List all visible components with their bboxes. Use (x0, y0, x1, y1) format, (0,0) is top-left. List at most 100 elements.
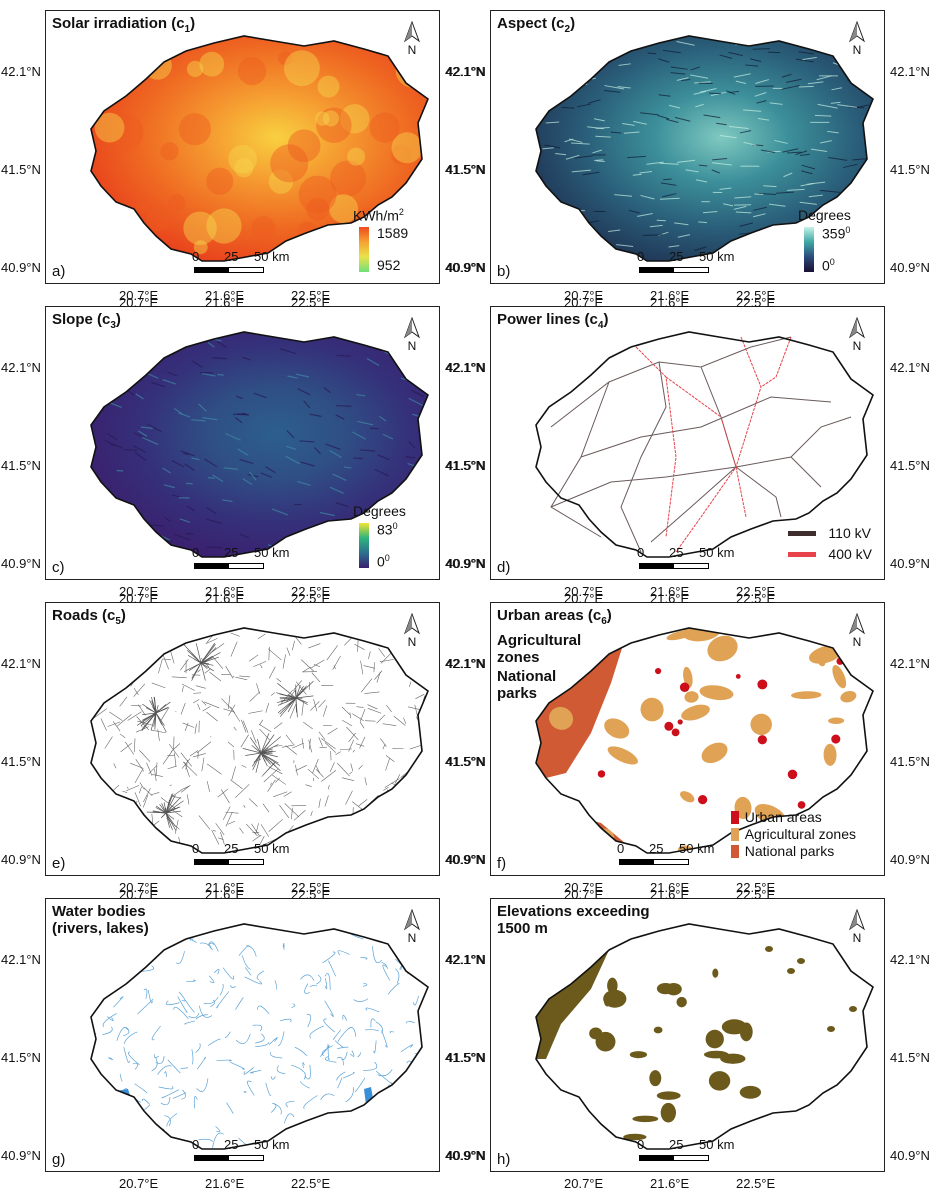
map-canvas-f (535, 627, 874, 854)
panel-title: Solar irradiation (c1) (52, 15, 196, 35)
lat-label: 42.1°N (1, 360, 41, 375)
scale-bar: 0 25 50 km (629, 1137, 789, 1167)
country-outline (535, 331, 874, 558)
panel-letter: a) (52, 263, 66, 280)
lat-label: 41.5°N (445, 162, 485, 177)
map-canvas-d (535, 331, 874, 558)
lon-label: 21.6°E (650, 887, 690, 902)
lon-label: 22.5°E (291, 591, 331, 606)
map-panel-h: Elevations exceeding 1500 m h) N 0 25 50 km (490, 898, 885, 1172)
scale-bar: 0 25 50 km (629, 249, 789, 279)
lat-label: 42.1°N (446, 952, 486, 967)
lat-label: 42.1°N (446, 360, 486, 375)
lat-label: 40.9°N (1, 1148, 41, 1163)
lat-label: 41.5°N (446, 458, 486, 473)
lat-label: 41.5°N (890, 754, 930, 769)
panel-title: Roads (c5) (52, 607, 126, 627)
lat-label: 40.9°N (445, 556, 485, 571)
lon-label: 21.6°E (205, 591, 245, 606)
lat-label: 40.9°N (446, 556, 486, 571)
lat-label: 42.1°N (1, 656, 41, 671)
lon-label: 20.7°E (564, 1176, 604, 1191)
scale-bar: 0 25 50 km (184, 545, 344, 575)
north-arrow-icon: N (401, 316, 423, 355)
lon-label: 20.7°E (564, 887, 604, 902)
lon-label: 20.7°E (564, 295, 604, 310)
lat-label: 40.9°N (890, 556, 930, 571)
lon-label: 22.5°E (736, 880, 776, 895)
panel-title: Elevations exceeding 1500 m (497, 903, 650, 937)
map-panel-g: Water bodies (rivers, lakes) g) N 0 25 50 km (45, 898, 440, 1172)
lon-label: 21.6°E (650, 1176, 690, 1191)
lat-label: 41.5°N (445, 458, 485, 473)
lat-label: 41.5°N (890, 458, 930, 473)
country-outline (90, 331, 429, 558)
lat-label: 42.1°N (446, 64, 486, 79)
gradient-bar (804, 227, 814, 272)
lat-label: 42.1°N (445, 64, 485, 79)
lon-label: 22.5°E (736, 288, 776, 303)
lat-label: 40.9°N (446, 260, 486, 275)
panel-title: Power lines (c4) (497, 311, 609, 331)
lat-label: 41.5°N (445, 1050, 485, 1065)
lon-label: 22.5°E (736, 295, 776, 310)
lon-label: 22.5°E (736, 887, 776, 902)
map-canvas-a (90, 35, 429, 262)
map-panel-f: Urban areas (c6) Agricultural zones Nation… (490, 602, 885, 876)
panel-letter: b) (497, 263, 511, 280)
lon-label: 22.5°E (736, 591, 776, 606)
lon-label: 21.6°E (205, 1176, 245, 1191)
line-legend: 110 kV 400 kV (788, 525, 872, 567)
map-panel-d: Power lines (c4) d) N 0 25 50 km 110 kV 400 kV (490, 306, 885, 580)
map-canvas-b (535, 35, 874, 262)
lon-label: 20.7°E (564, 584, 604, 599)
lat-label: 41.5°N (1, 754, 41, 769)
panel-letter: e) (52, 855, 66, 872)
lat-label: 42.1°N (445, 656, 485, 671)
north-arrow-icon: N (846, 908, 868, 947)
lon-label: 21.6°E (650, 288, 690, 303)
north-arrow-icon: N (401, 612, 423, 651)
lat-label: 41.5°N (1, 458, 41, 473)
lat-label: 42.1°N (446, 656, 486, 671)
country-outline (90, 627, 429, 854)
lon-label: 22.5°E (291, 880, 331, 895)
lat-label: 40.9°N (445, 852, 485, 867)
lon-label: 20.7°E (119, 591, 159, 606)
lon-label: 22.5°E (291, 887, 331, 902)
lat-label: 42.1°N (890, 656, 930, 671)
lon-label: 21.6°E (205, 880, 245, 895)
lon-label: 20.7°E (119, 880, 159, 895)
lat-label: 42.1°N (1, 952, 41, 967)
lat-label: 40.9°N (1, 260, 41, 275)
lat-label: 40.9°N (445, 260, 485, 275)
lat-label: 40.9°N (890, 260, 930, 275)
map-panel-a: Solar irradiation (c1) a) N 0 25 50 km KWh/m2 1… (45, 10, 440, 284)
north-arrow-icon: N (401, 20, 423, 59)
lon-label: 20.7°E (119, 295, 159, 310)
north-arrow-icon: N (846, 20, 868, 59)
lat-label: 40.9°N (890, 1148, 930, 1163)
country-outline (535, 627, 874, 854)
lon-label: 21.6°E (205, 288, 245, 303)
panel-title: Slope (c3) (52, 311, 121, 331)
lon-label: 21.6°E (650, 880, 690, 895)
map-canvas-h (535, 923, 874, 1150)
gradient-bar (359, 227, 369, 272)
panel-letter: g) (52, 1151, 66, 1168)
panel-letter: f) (497, 855, 507, 872)
lon-label: 20.7°E (119, 887, 159, 902)
panel-title: Urban areas (c6) Agricultural zones Nation… (497, 607, 612, 702)
lat-label: 41.5°N (890, 162, 930, 177)
panel-letter: h) (497, 1151, 511, 1168)
scale-bar: 0 25 50 km (184, 249, 344, 279)
lon-label: 21.6°E (650, 591, 690, 606)
lat-label: 41.5°N (1, 162, 41, 177)
lon-label: 20.7°E (119, 1176, 159, 1191)
lon-label: 21.6°E (650, 295, 690, 310)
north-arrow-icon: N (846, 316, 868, 355)
map-panel-b: Aspect (c2) b) N 0 25 50 km Degrees 3590 00 (490, 10, 885, 284)
lon-label: 22.5°E (736, 584, 776, 599)
lat-label: 41.5°N (446, 162, 486, 177)
lon-label: 22.5°E (736, 1176, 776, 1191)
